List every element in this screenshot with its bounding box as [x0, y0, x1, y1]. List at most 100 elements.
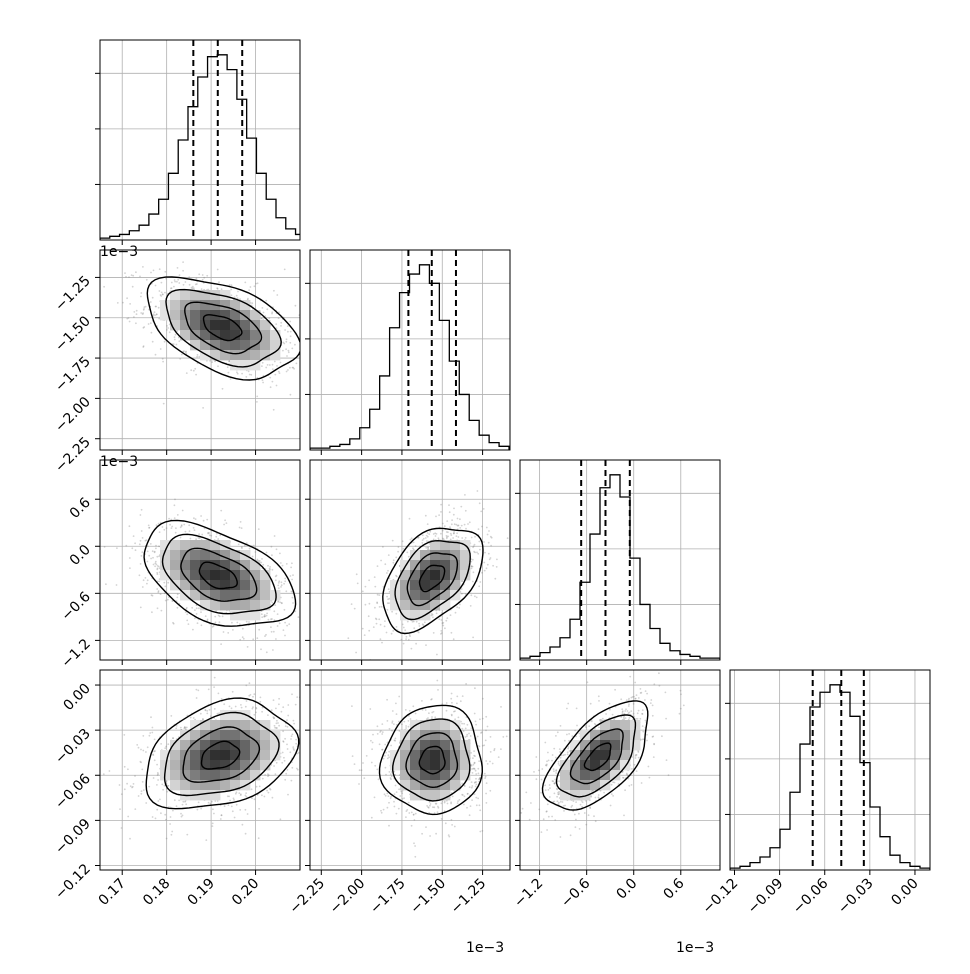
scatter-panel-0-2-point — [281, 581, 283, 583]
scatter-panel-1-2-point — [392, 630, 394, 632]
scatter-panel-0-3-ytick-label: 0.00 — [60, 681, 93, 714]
scatter-panel-1-2-point — [472, 546, 474, 548]
scatter-panel-0-3-point — [295, 743, 297, 745]
scatter-panel-0-3-point — [218, 712, 220, 714]
scatter-panel-0-2-point — [292, 597, 294, 599]
scatter-panel-0-1-point — [251, 302, 253, 304]
scatter-panel-0-3-point — [197, 809, 199, 811]
hist-panel-3-histogram — [730, 685, 930, 870]
scatter-panel-0-1-point — [280, 325, 282, 327]
scatter-panel-1-2-point — [405, 638, 407, 640]
scatter-panel-0-2-point — [105, 583, 107, 585]
scatter-panel-0-3-point — [212, 808, 214, 810]
scatter-panel-0-2-point — [174, 504, 176, 506]
scatter-panel-1-2-point — [384, 626, 386, 628]
scatter-panel-0-2-density-cell — [250, 600, 260, 610]
scatter-panel-0-3-density-cell — [240, 720, 250, 730]
scatter-panel-0-2-point — [255, 551, 257, 553]
scatter-panel-0-3-point — [190, 717, 192, 719]
scatter-panel-1-2-point — [476, 597, 478, 599]
scatter-panel-0-3-point — [209, 709, 211, 711]
scatter-panel-1-2-point — [470, 605, 472, 607]
scatter-panel-0-3-point — [289, 751, 291, 753]
scatter-panel-0-3-point — [295, 739, 297, 741]
scatter-panel-0-2-point — [156, 556, 158, 558]
scatter-panel-0-3-point — [259, 701, 261, 703]
scatter-panel-0-3-point — [283, 757, 285, 759]
scatter-panel-1-2-point — [492, 565, 494, 567]
scatter-panel-0-3-point — [150, 716, 152, 718]
scatter-panel-0-2-density-cell — [220, 570, 230, 580]
scatter-panel-0-3-point — [178, 800, 180, 802]
scatter-panel-1-2-point — [384, 563, 386, 565]
scatter-panel-0-1-point — [265, 300, 267, 302]
scatter-panel-0-1-point — [142, 312, 144, 314]
scatter-panel-0-2-point — [176, 597, 178, 599]
scatter-panel-0-3-point — [151, 732, 153, 734]
scatter-panel-0-2-point — [164, 586, 166, 588]
scatter-panel-0-2-point — [161, 610, 163, 612]
scatter-panel-0-2-density-cell — [190, 560, 200, 570]
scatter-panel-0-1-point — [169, 331, 171, 333]
scatter-panel-0-2-point — [146, 583, 148, 585]
scatter-panel-0-3-point — [281, 762, 283, 764]
scatter-panel-0-2-point — [243, 638, 245, 640]
scatter-panel-0-2-point — [197, 622, 199, 624]
scatter-panel-1-3-point — [487, 726, 489, 728]
scatter-panel-0-1-point — [176, 281, 178, 283]
scatter-panel-0-2-point — [141, 555, 143, 557]
scatter-panel-0-2-point — [284, 635, 286, 637]
scatter-panel-0-3-point — [245, 809, 247, 811]
scatter-panel-1-2-point — [393, 559, 395, 561]
scatter-panel-1-2-density-cell — [420, 560, 430, 570]
scatter-panel-0-2-point — [266, 651, 268, 653]
scatter-panel-1-3-point — [389, 771, 391, 773]
scatter-panel-0-2-point — [156, 524, 158, 526]
scatter-panel-0-1-point — [185, 351, 187, 353]
scatter-panel-0-3-point — [231, 806, 233, 808]
scatter-panel-0-3-point — [286, 744, 288, 746]
scatter-panel-1-2-point — [447, 536, 449, 538]
scatter-panel-0-3-point — [154, 759, 156, 761]
scatter-panel-0-1-point — [291, 348, 293, 350]
scatter-panel-0-1-point — [158, 318, 160, 320]
scatter-panel-0-2-point — [239, 527, 241, 529]
scatter-panel-0-1-point — [158, 307, 160, 309]
scatter-panel-0-2-point — [129, 525, 131, 527]
scatter-panel-0-3-point — [145, 751, 147, 753]
scatter-panel-0-2-point — [273, 631, 275, 633]
scatter-panel-1-2-point — [435, 535, 437, 537]
scatter-panel-0-3-density-cell — [260, 750, 270, 760]
scatter-panel-0-3-point — [156, 764, 158, 766]
scatter-panel-0-1-point — [167, 327, 169, 329]
scatter-panel-0-2-point — [183, 524, 185, 526]
scatter-panel-1-2-point — [480, 511, 482, 513]
scatter-panel-1-2-density-cell — [410, 590, 420, 600]
scatter-panel-1-3-point — [473, 764, 475, 766]
scatter-panel-0-3-point — [252, 696, 254, 698]
scatter-panel-0-1-point — [289, 321, 291, 323]
hist-panel-1-plot-area — [310, 250, 509, 450]
scatter-panel-0-2-point — [201, 534, 203, 536]
scatter-panel-0-1-point — [162, 293, 164, 295]
scatter-panel-0-1-point — [140, 292, 142, 294]
scatter-panel-0-3-point — [285, 773, 287, 775]
scatter-panel-0-1-point — [160, 294, 162, 296]
scatter-panel-0-1-point — [250, 286, 252, 288]
scatter-panel-0-3-density-cell — [240, 760, 250, 770]
scatter-panel-1-3-point — [456, 696, 458, 698]
scatter-panel-0-3-point — [262, 778, 264, 780]
scatter-panel-0-3-point — [258, 808, 260, 810]
scatter-panel-0-2-point — [156, 588, 158, 590]
scatter-panel-0-1-point — [126, 297, 128, 299]
scatter-panel-1-2-point — [436, 654, 438, 656]
scatter-panel-0-3-density-cell — [240, 750, 250, 760]
scatter-panel-1-2-point — [461, 593, 463, 595]
scatter-panel-1-2-point — [347, 637, 349, 639]
scatter-panel-0-2-point — [291, 562, 293, 564]
scatter-panel-0-1-point — [125, 276, 127, 278]
scatter-panel-0-3-point — [182, 801, 184, 803]
scatter-panel-0-3-point — [293, 748, 295, 750]
scatter-panel-0-3-point — [172, 737, 174, 739]
scatter-panel-0-2-point — [274, 535, 276, 537]
